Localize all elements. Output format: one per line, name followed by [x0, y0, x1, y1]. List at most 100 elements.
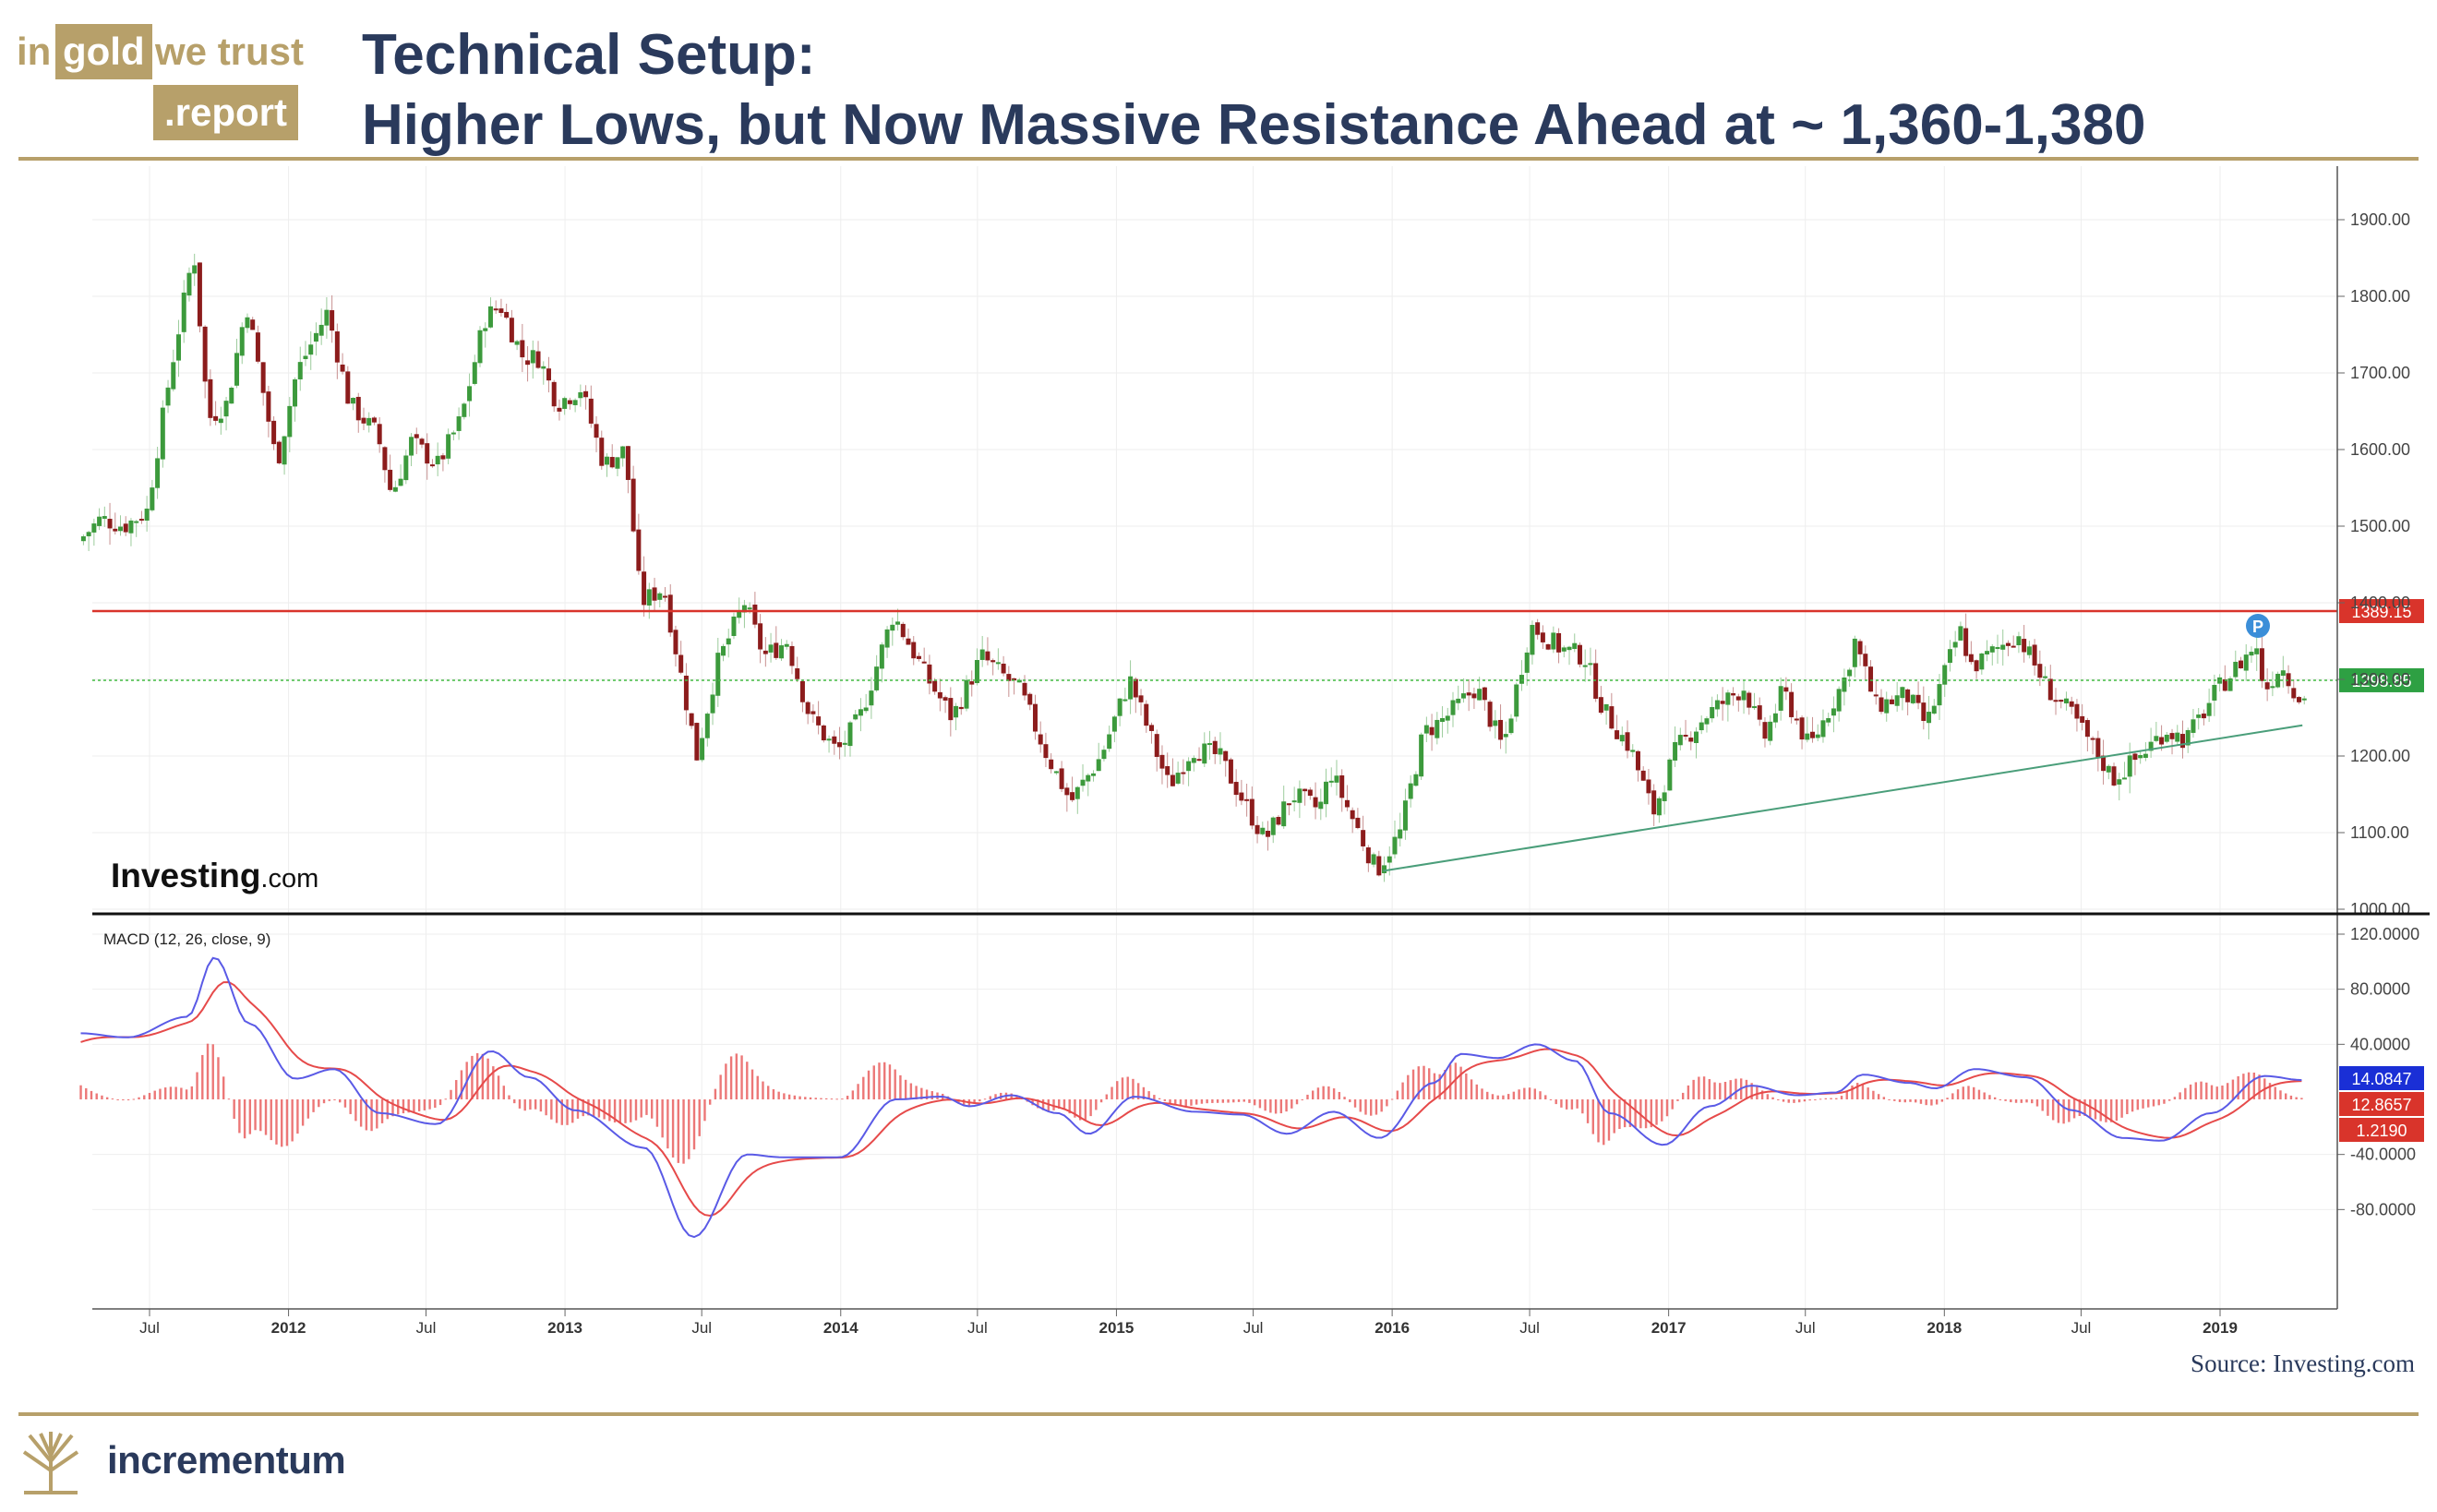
candle-body — [2259, 648, 2264, 681]
macd-histogram-bar — [920, 1087, 923, 1099]
macd-histogram-bar — [2284, 1093, 2287, 1099]
candle-body — [450, 432, 456, 435]
candle-body — [2047, 678, 2053, 701]
macd-histogram-bar — [1248, 1099, 1251, 1103]
candle-body — [853, 714, 858, 720]
macd-histogram-bar — [196, 1072, 198, 1099]
macd-histogram-bar — [2258, 1074, 2261, 1099]
macd-histogram-bar — [624, 1099, 627, 1123]
candle-body — [345, 371, 351, 404]
macd-histogram-bar — [2152, 1099, 2155, 1107]
candle-body — [1159, 754, 1165, 769]
support-trendline — [1383, 724, 2303, 872]
logo-word-we-trust: we trust — [155, 30, 305, 73]
candle-body — [2249, 652, 2254, 656]
candle-body — [2117, 779, 2122, 785]
candle-body — [1974, 660, 1979, 672]
macd-histogram-bar — [645, 1099, 648, 1115]
macd-histogram-bar — [460, 1070, 463, 1099]
macd-histogram-bar — [285, 1099, 289, 1146]
macd-histogram-bar — [2179, 1092, 2181, 1099]
candle-body — [916, 655, 921, 659]
candle-body — [2239, 660, 2244, 669]
candle-body — [1460, 693, 1466, 699]
macd-histogram-bar — [2047, 1099, 2049, 1116]
candle-body — [2069, 701, 2074, 707]
macd-histogram-bar — [2231, 1079, 2235, 1099]
candle-body — [1535, 622, 1541, 635]
candle-body — [884, 629, 890, 648]
candle-body — [1186, 761, 1192, 772]
candle-body — [599, 438, 605, 466]
macd-histogram-bar — [899, 1074, 902, 1099]
macd-histogram-bar — [1745, 1079, 1748, 1099]
candle-body — [1402, 800, 1408, 831]
macd-histogram-bar — [174, 1086, 177, 1099]
macd-histogram-bar — [719, 1074, 722, 1099]
macd-histogram-bar — [1068, 1099, 1071, 1114]
candle-body — [609, 457, 615, 468]
candle-body — [2275, 673, 2281, 688]
current-price-label: 1298.85 — [2351, 672, 2411, 690]
candle-body — [2233, 661, 2239, 678]
macd-histogram-bar — [1158, 1098, 1161, 1099]
macd-histogram-bar — [233, 1099, 235, 1120]
macd-histogram-bar — [349, 1099, 352, 1114]
macd-histogram-bar — [211, 1044, 214, 1099]
candle-body — [662, 595, 667, 598]
macd-histogram-bar — [248, 1099, 252, 1134]
macd-histogram-bar — [1665, 1099, 1669, 1117]
macd-histogram-bar — [1681, 1092, 1685, 1099]
macd-value-tag-macd — [2339, 1066, 2424, 1090]
macd-histogram-bar — [318, 1099, 320, 1108]
candle-body — [869, 690, 874, 706]
candle-body — [1286, 803, 1291, 806]
x-tick-label: 2013 — [547, 1319, 582, 1337]
macd-histogram-bar — [1095, 1099, 1098, 1110]
macd-histogram-bar — [2157, 1099, 2160, 1106]
candle-body — [303, 355, 308, 360]
candle-body — [1905, 689, 1911, 702]
candle-body — [890, 624, 895, 631]
macd-histogram-bar — [1269, 1099, 1272, 1113]
macd-histogram-bar — [1967, 1086, 1970, 1099]
macd-histogram-bar — [1184, 1099, 1187, 1107]
candle-body — [636, 529, 642, 571]
candle-body — [1567, 646, 1572, 651]
candle-body — [1651, 790, 1657, 815]
candle-body — [2227, 678, 2233, 691]
candle-body — [1768, 721, 1773, 741]
macd-histogram-bar — [1603, 1099, 1605, 1146]
macd-histogram-bar — [1570, 1099, 1574, 1110]
macd-histogram-bar — [407, 1099, 410, 1113]
macd-histogram-bar — [1285, 1099, 1288, 1112]
candle-body — [1519, 675, 1524, 684]
macd-histogram-bar — [1760, 1090, 1764, 1099]
candle-body — [1043, 744, 1049, 759]
macd-histogram-bar — [2163, 1099, 2166, 1104]
candle-body — [1889, 699, 1894, 704]
macd-histogram-bar — [1851, 1086, 1854, 1099]
candle-body — [1477, 689, 1483, 701]
macd-histogram-bar — [740, 1055, 743, 1099]
candle-body — [1016, 679, 1022, 683]
macd-histogram-bar — [872, 1065, 875, 1099]
macd-histogram-bar — [79, 1085, 82, 1099]
price-tick-label: 1600.00 — [2350, 440, 2410, 459]
macd-histogram-bar — [1353, 1099, 1357, 1108]
macd-histogram-bar — [1586, 1099, 1590, 1123]
macd-histogram-bar — [2268, 1083, 2272, 1099]
candle-body — [2063, 698, 2069, 704]
candle-body — [234, 353, 240, 386]
macd-histogram-bar — [655, 1099, 659, 1127]
candle-body — [921, 661, 927, 664]
macd-histogram-bar — [2184, 1087, 2187, 1099]
macd-histogram-bar — [703, 1099, 706, 1122]
macd-histogram-bar — [116, 1098, 119, 1100]
candle-body — [1524, 652, 1530, 673]
candle-body — [2270, 686, 2275, 689]
macd-histogram-bar — [1126, 1076, 1129, 1099]
candle-body — [758, 623, 763, 650]
candle-body — [324, 309, 330, 326]
candle-body — [1810, 731, 1816, 738]
